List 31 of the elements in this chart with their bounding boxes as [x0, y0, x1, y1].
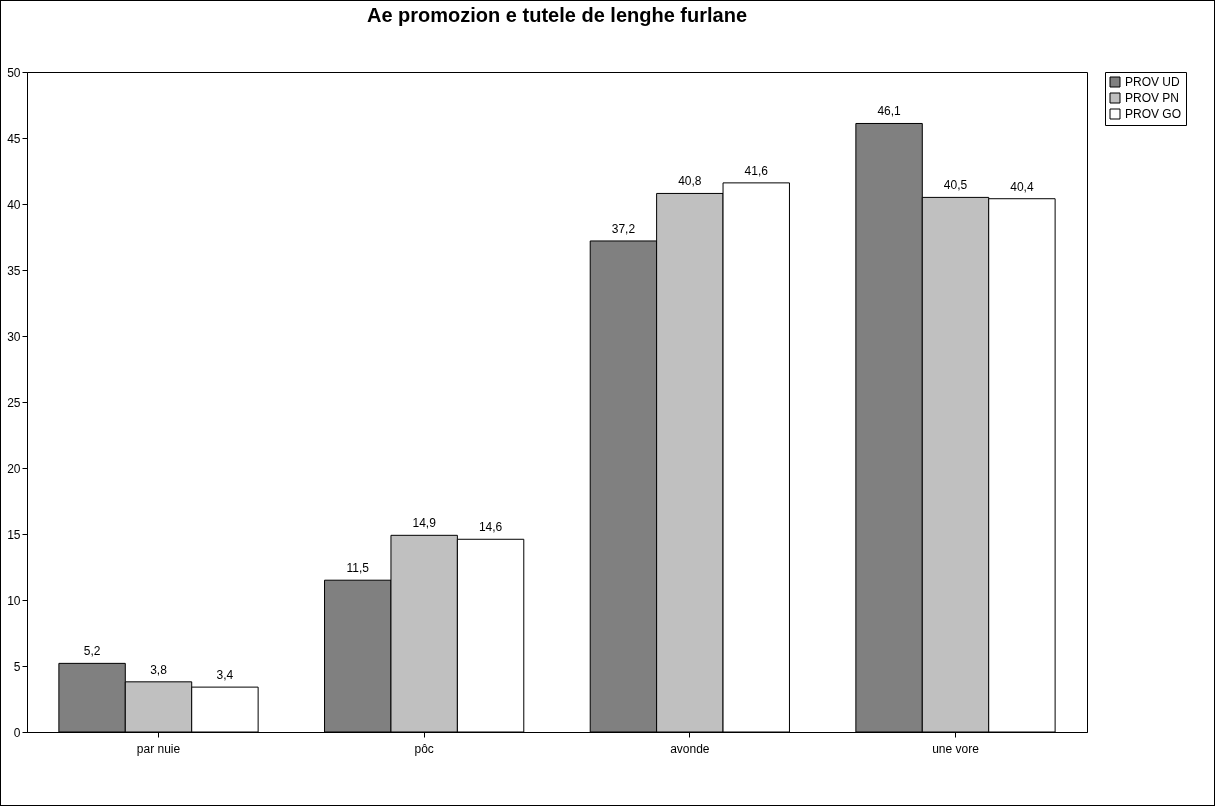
y-tick-label: 5: [13, 659, 21, 674]
y-tick-label: 35: [7, 263, 21, 278]
legend-label: PROV UD: [1125, 75, 1181, 89]
data-label: 5,2: [83, 644, 101, 659]
chart-title: Ae promozion e tutele de lenghe furlane: [366, 4, 748, 26]
x-tick-label: par nuie: [136, 741, 181, 756]
legend-label: PROV PN: [1125, 91, 1180, 105]
data-label: 3,8: [150, 662, 168, 677]
y-tick-label: 40: [7, 197, 21, 212]
y-tick-label: 25: [7, 395, 21, 410]
x-tick-label: pôc: [414, 741, 434, 756]
data-label: 37,2: [611, 221, 636, 236]
y-tick-label: 45: [7, 131, 21, 146]
data-label: 14,6: [478, 520, 503, 535]
data-label: 11,5: [346, 561, 370, 576]
y-tick-label: 0: [13, 725, 21, 740]
data-label: 3,4: [216, 668, 234, 683]
data-label: 14,9: [412, 516, 437, 531]
y-tick-label: 50: [7, 65, 21, 80]
data-label: 41,6: [744, 163, 769, 178]
y-tick-label: 30: [7, 329, 21, 344]
data-label: 40,5: [943, 178, 968, 193]
y-tick-label: 15: [7, 527, 21, 542]
data-label: 46,1: [877, 104, 902, 119]
x-tick-label: une vore: [932, 741, 980, 756]
x-tick-label: avonde: [670, 741, 710, 756]
data-label: 40,8: [678, 174, 702, 189]
y-tick-label: 10: [7, 593, 21, 608]
legend-label: PROV GO: [1125, 107, 1182, 121]
data-label: 40,4: [1010, 179, 1034, 194]
y-tick-label: 20: [7, 461, 21, 476]
